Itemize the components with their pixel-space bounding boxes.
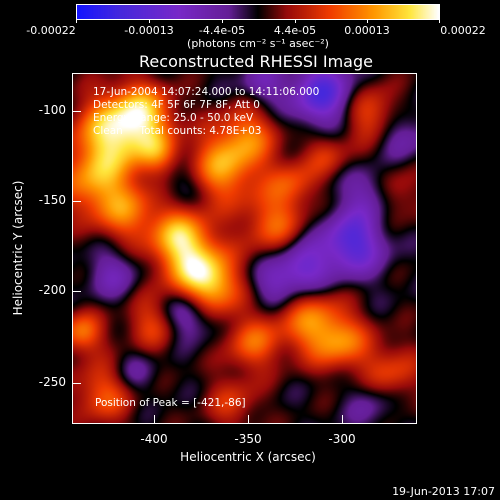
x-axis-label: Heliocentric X (arcsec) — [180, 450, 316, 464]
colorbar-tick-label: 4.4e-05 — [273, 24, 317, 37]
colorbar-tick-label: -0.00013 — [124, 24, 174, 37]
colorbar-unit-label: (photons cm⁻² s⁻¹ asec⁻²) — [187, 37, 329, 50]
x-tick-label: -400 — [140, 432, 168, 446]
colorbar-tick — [367, 19, 368, 23]
colorbar — [76, 4, 440, 20]
y-tick-label: -150 — [38, 193, 66, 207]
x-tick-label: -300 — [328, 432, 356, 446]
x-tick-label: -350 — [234, 432, 262, 446]
colorbar-tick-label: 0.00022 — [440, 24, 486, 37]
y-tick-label: -100 — [38, 103, 66, 117]
plot-title: Reconstructed RHESSI Image — [139, 52, 373, 71]
info-clean-counts: Clean Total counts: 4.78E+03 — [93, 125, 262, 137]
colorbar-tick — [222, 19, 223, 23]
info-energy-range: Energy Range: 25.0 - 50.0 keV — [93, 112, 254, 124]
peak-position-label: Position of Peak = [-421,-86] — [95, 397, 246, 409]
colorbar-gradient — [77, 5, 439, 19]
timestamp: 19-Jun-2013 17:07 — [392, 485, 495, 498]
image-plot-area: 17-Jun-2004 14:07:24.000 to 14:11:06.000… — [72, 73, 417, 424]
colorbar-tick-label: -0.00022 — [26, 24, 76, 37]
info-time-range: 17-Jun-2004 14:07:24.000 to 14:11:06.000 — [93, 86, 320, 98]
y-tick-label: -250 — [38, 375, 66, 389]
y-axis-tick — [73, 291, 81, 292]
y-axis-label: Heliocentric Y (arcsec) — [11, 180, 25, 316]
y-axis-tick — [73, 111, 81, 112]
y-axis-tick — [73, 201, 81, 202]
x-axis-tick — [248, 415, 249, 423]
info-detectors: Detectors: 4F 5F 6F 7F 8F, Att 0 — [93, 99, 260, 111]
colorbar-tick — [76, 19, 77, 23]
colorbar-tick — [439, 19, 440, 23]
rhessi-image — [73, 74, 416, 423]
colorbar-tick-label: 0.00013 — [344, 24, 390, 37]
colorbar-tick-label: -4.4e-05 — [198, 24, 246, 37]
y-tick-label: -200 — [38, 283, 66, 297]
x-axis-tick — [342, 415, 343, 423]
x-axis-tick — [154, 415, 155, 423]
colorbar-tick — [149, 19, 150, 23]
colorbar-tick — [295, 19, 296, 23]
y-axis-tick — [73, 383, 81, 384]
